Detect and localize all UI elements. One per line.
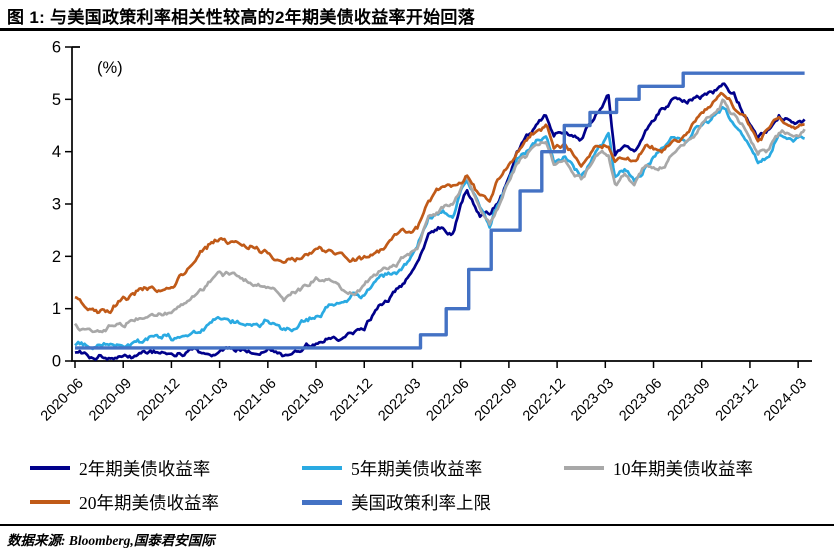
series-line-0 [74, 82, 806, 361]
y-tick-label: 2 [52, 248, 61, 266]
x-tick-label: 2023-06 [616, 376, 665, 425]
legend-item-2y: 2年期美债收益率 [30, 456, 302, 480]
legend-swatch-2y [30, 466, 70, 470]
legend-item-20y: 20年期美债收益率 [30, 490, 302, 514]
x-tick-label: 2020-09 [86, 376, 135, 425]
chart-legend: 2年期美债收益率 5年期美债收益率 10年期美债收益率 20年期美债收益率 美国… [30, 456, 830, 514]
axes [71, 46, 812, 362]
legend-label-20y: 20年期美债收益率 [79, 492, 219, 513]
legend-label-10y: 10年期美债收益率 [613, 458, 753, 479]
legend-item-5y: 5年期美债收益率 [302, 456, 564, 480]
legend-item-policy-rate: 美国政策利率上限 [302, 490, 564, 514]
series-line-4 [75, 71, 805, 350]
x-tick-label: 2021-03 [183, 376, 232, 425]
legend-item-10y: 10年期美债收益率 [564, 456, 830, 480]
x-tick-label: 2024-03 [761, 376, 810, 425]
y-tick-label: 0 [52, 353, 61, 371]
series-line-1 [74, 105, 806, 351]
y-tick-label: 3 [52, 196, 61, 214]
legend-label-policy-rate: 美国政策利率上限 [351, 492, 491, 513]
title-underline [0, 28, 834, 31]
legend-swatch-20y [30, 500, 70, 504]
y-axis-unit-label: (%) [97, 59, 123, 77]
x-tick-label: 2021-12 [327, 376, 376, 425]
x-tick-label: 2022-06 [424, 376, 473, 425]
y-tick-label: 6 [52, 39, 61, 57]
x-tick-label: 2020-12 [134, 376, 183, 425]
x-tick-label: 2021-06 [231, 376, 280, 425]
x-tick-label: 2023-12 [713, 376, 762, 425]
source-divider [0, 524, 834, 526]
chart-title: 图 1: 与美国政策利率相关性较高的2年期美债收益率开始回落 [7, 8, 476, 27]
y-tick-label: 5 [52, 91, 61, 109]
x-tick-label: 2022-12 [520, 376, 569, 425]
x-tick-label: 2020-06 [38, 376, 87, 425]
legend-swatch-10y [564, 466, 604, 470]
legend-swatch-policy-rate [302, 499, 342, 505]
series-line-2 [73, 98, 806, 334]
legend-swatch-5y [302, 466, 342, 470]
series-line-3 [74, 91, 805, 315]
source-note: 数据来源: Bloomberg,国泰君安国际 [7, 533, 215, 548]
y-tick-label: 4 [52, 143, 61, 161]
legend-label-5y: 5年期美债收益率 [351, 458, 483, 479]
y-tick-label: 1 [52, 300, 61, 318]
x-tick-label: 2023-03 [568, 376, 617, 425]
legend-label-2y: 2年期美债收益率 [79, 458, 211, 479]
x-tick-label: 2022-09 [472, 376, 521, 425]
x-tick-label: 2023-09 [665, 376, 714, 425]
x-tick-label: 2022-03 [375, 376, 424, 425]
x-tick-label: 2021-09 [279, 376, 328, 425]
